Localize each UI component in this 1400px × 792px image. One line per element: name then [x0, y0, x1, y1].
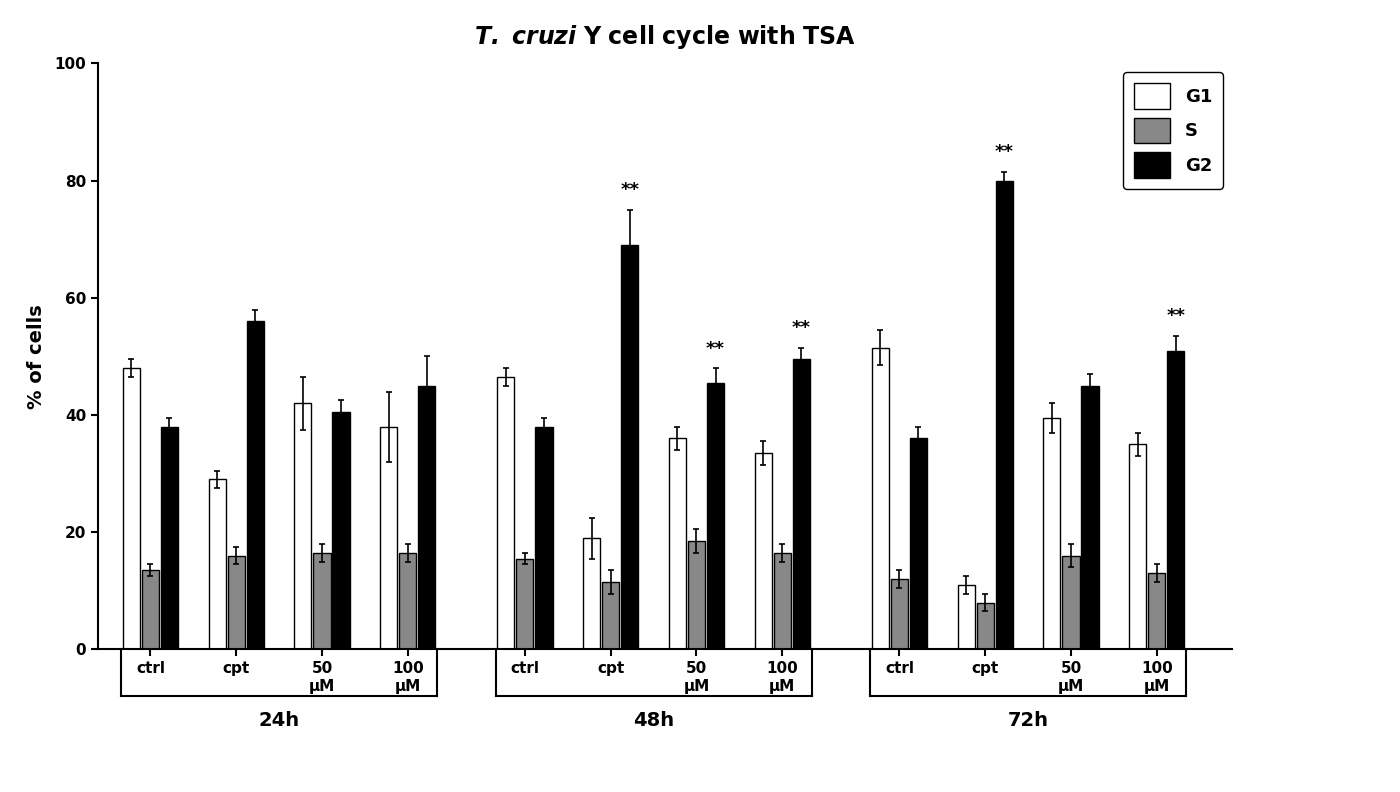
Bar — [995, 181, 1012, 649]
Text: 48h: 48h — [633, 711, 675, 730]
Text: 24h: 24h — [259, 711, 300, 730]
Text: **: ** — [706, 340, 725, 357]
Bar — [314, 553, 330, 649]
Bar — [872, 348, 889, 649]
Text: **: ** — [620, 181, 640, 200]
Legend: G1, S, G2: G1, S, G2 — [1123, 72, 1224, 188]
Bar — [535, 427, 553, 649]
Bar — [209, 479, 225, 649]
Bar — [687, 541, 706, 649]
Bar — [1128, 444, 1147, 649]
Text: 72h: 72h — [1008, 711, 1049, 730]
Bar — [1168, 351, 1184, 649]
Bar — [958, 585, 974, 649]
Bar — [399, 553, 416, 649]
Bar — [1043, 418, 1060, 649]
Bar — [332, 412, 350, 649]
Bar — [1081, 386, 1099, 649]
Bar — [774, 553, 791, 649]
Bar — [622, 245, 638, 649]
Bar — [890, 579, 909, 649]
Bar — [246, 322, 263, 649]
Bar — [141, 570, 160, 649]
Bar — [1148, 573, 1165, 649]
Bar — [602, 582, 619, 649]
Bar — [419, 386, 435, 649]
Bar — [910, 439, 927, 649]
Bar — [497, 377, 514, 649]
Bar — [1063, 556, 1079, 649]
Bar — [792, 360, 809, 649]
Bar — [228, 556, 245, 649]
Bar — [161, 427, 178, 649]
Title: $\bfit{T.\ cruzi}$ $\bf{Y\ cell\ cycle\ with\ TSA}$: $\bfit{T.\ cruzi}$ $\bf{Y\ cell\ cycle\ … — [475, 23, 855, 51]
Bar — [123, 368, 140, 649]
Y-axis label: % of cells: % of cells — [27, 304, 46, 409]
Text: **: ** — [1166, 307, 1186, 326]
Text: **: ** — [792, 319, 811, 337]
Bar — [755, 453, 771, 649]
Bar — [379, 427, 398, 649]
Bar — [707, 383, 724, 649]
Bar — [582, 538, 601, 649]
Bar — [517, 558, 533, 649]
Bar — [669, 439, 686, 649]
Text: **: ** — [995, 143, 1014, 162]
Bar — [294, 403, 311, 649]
Bar — [977, 603, 994, 649]
